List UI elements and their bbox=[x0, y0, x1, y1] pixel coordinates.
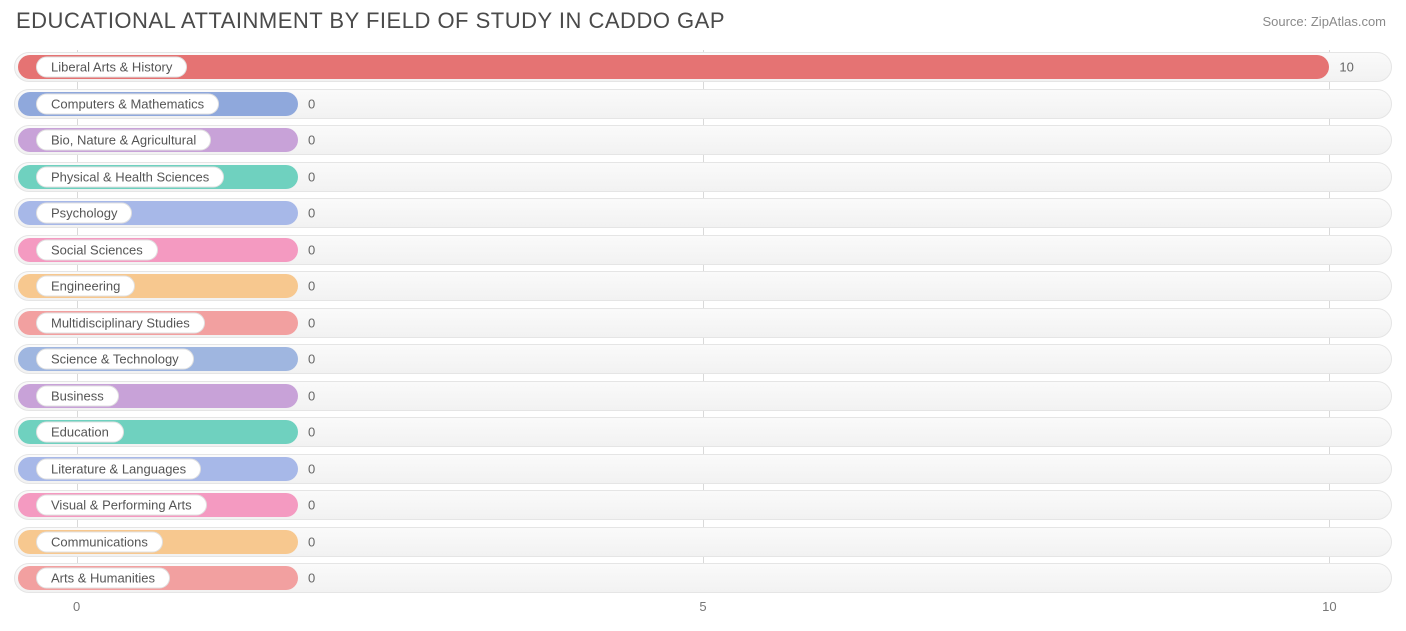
bar-row: Bio, Nature & Agricultural 0 bbox=[14, 123, 1392, 157]
category-pill: Engineering bbox=[36, 276, 135, 297]
x-tick-label: 10 bbox=[1322, 599, 1336, 614]
page-title: EDUCATIONAL ATTAINMENT BY FIELD OF STUDY… bbox=[16, 8, 725, 34]
category-pill: Multidisciplinary Studies bbox=[36, 312, 205, 333]
value-label: 0 bbox=[308, 169, 315, 184]
bar-row: Science & Technology 0 bbox=[14, 342, 1392, 376]
bar-row: Business 0 bbox=[14, 379, 1392, 413]
value-label: 0 bbox=[308, 461, 315, 476]
bar-row: Education 0 bbox=[14, 415, 1392, 449]
value-label: 0 bbox=[308, 242, 315, 257]
category-pill: Business bbox=[36, 385, 119, 406]
category-pill: Science & Technology bbox=[36, 349, 194, 370]
bar-chart: Liberal Arts & History 10 Computers & Math… bbox=[14, 50, 1392, 591]
category-pill: Psychology bbox=[36, 203, 132, 224]
x-tick-label: 5 bbox=[699, 599, 706, 614]
x-axis: 0 5 10 bbox=[14, 599, 1392, 619]
category-pill: Communications bbox=[36, 531, 163, 552]
category-pill: Physical & Health Sciences bbox=[36, 166, 224, 187]
bar-row: Social Sciences 0 bbox=[14, 233, 1392, 267]
value-label: 0 bbox=[308, 534, 315, 549]
value-label: 10 bbox=[1339, 60, 1353, 75]
header: EDUCATIONAL ATTAINMENT BY FIELD OF STUDY… bbox=[0, 0, 1406, 34]
bar-row: Literature & Languages 0 bbox=[14, 452, 1392, 486]
bar-row: Visual & Performing Arts 0 bbox=[14, 488, 1392, 522]
category-pill: Literature & Languages bbox=[36, 458, 201, 479]
category-pill: Education bbox=[36, 422, 124, 443]
value-label: 0 bbox=[308, 352, 315, 367]
value-label: 0 bbox=[308, 96, 315, 111]
source-attribution: Source: ZipAtlas.com bbox=[1262, 8, 1386, 29]
bar-row: Multidisciplinary Studies 0 bbox=[14, 306, 1392, 340]
bar-row: Liberal Arts & History 10 bbox=[14, 50, 1392, 84]
category-pill: Bio, Nature & Agricultural bbox=[36, 130, 211, 151]
value-label: 0 bbox=[308, 279, 315, 294]
x-tick-label: 0 bbox=[73, 599, 80, 614]
value-label: 0 bbox=[308, 498, 315, 513]
category-pill: Visual & Performing Arts bbox=[36, 495, 207, 516]
category-pill: Computers & Mathematics bbox=[36, 93, 219, 114]
bar-row: Physical & Health Sciences 0 bbox=[14, 160, 1392, 194]
bar-fill bbox=[18, 55, 1329, 79]
category-pill: Liberal Arts & History bbox=[36, 57, 187, 78]
value-label: 0 bbox=[308, 133, 315, 148]
bar-row: Engineering 0 bbox=[14, 269, 1392, 303]
bar-row: Computers & Mathematics 0 bbox=[14, 87, 1392, 121]
value-label: 0 bbox=[308, 206, 315, 221]
category-pill: Arts & Humanities bbox=[36, 568, 170, 589]
bar-row: Psychology 0 bbox=[14, 196, 1392, 230]
value-label: 0 bbox=[308, 315, 315, 330]
bar-row: Arts & Humanities 0 bbox=[14, 561, 1392, 595]
value-label: 0 bbox=[308, 425, 315, 440]
bar-row: Communications 0 bbox=[14, 525, 1392, 559]
category-pill: Social Sciences bbox=[36, 239, 158, 260]
value-label: 0 bbox=[308, 571, 315, 586]
value-label: 0 bbox=[308, 388, 315, 403]
